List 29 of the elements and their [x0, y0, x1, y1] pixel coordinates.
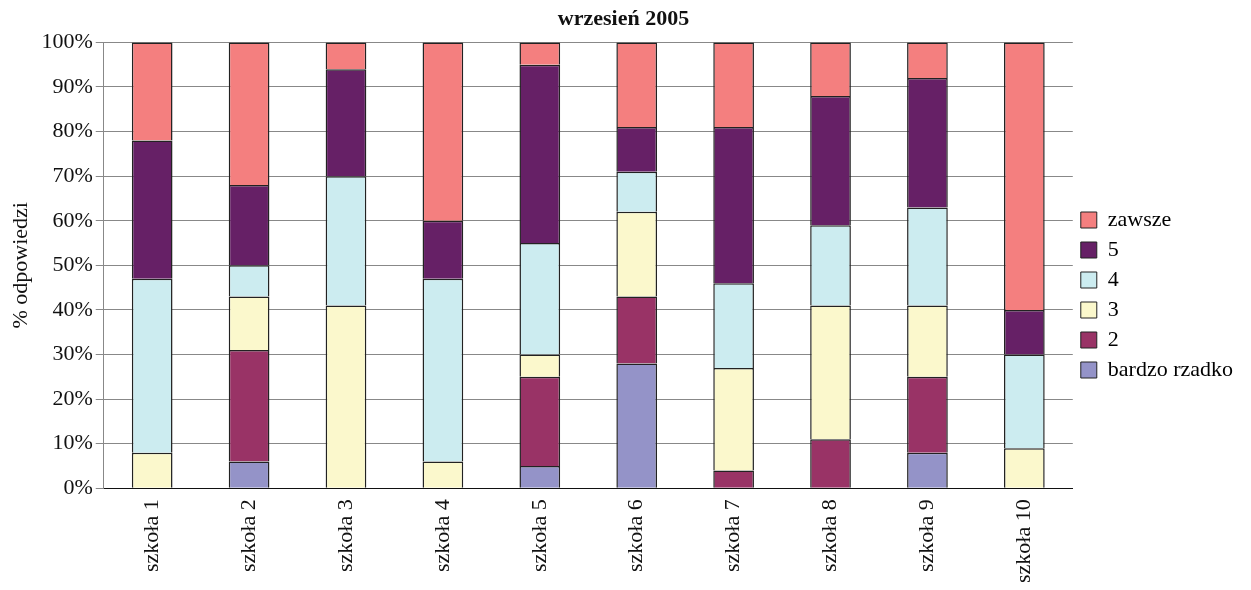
x-tick-label: szkoła 9: [913, 499, 939, 572]
y-tick-label: 90%: [52, 72, 93, 98]
y-tick-label: 60%: [52, 206, 93, 232]
legend-label: 4: [1107, 265, 1119, 291]
y-tick-label: 70%: [52, 161, 93, 187]
y-axis-title: % odpowiedzi: [6, 202, 32, 329]
y-tick-label: 100%: [41, 28, 93, 54]
y-tick-label: 30%: [52, 340, 93, 366]
x-tick-label: szkoła 2: [234, 499, 260, 572]
y-tick-label: 50%: [52, 251, 93, 277]
legend-label: 5: [1107, 235, 1119, 261]
chart-title: wrzesień 2005: [557, 4, 690, 30]
y-tick-label: 10%: [52, 429, 93, 455]
x-tick-label: szkoła 3: [331, 499, 357, 572]
x-tick-label: szkoła 4: [428, 499, 454, 572]
y-tick-label: 40%: [52, 295, 93, 321]
legend-label: 2: [1107, 325, 1119, 351]
legend-label: bardzo rzadko: [1107, 355, 1234, 381]
x-tick-label: szkoła 1: [137, 499, 163, 572]
legend-label: 3: [1107, 295, 1119, 321]
x-tick-label: szkoła 10: [1010, 499, 1036, 583]
x-tick-label: szkoła 7: [719, 499, 745, 572]
y-tick-label: 0%: [63, 474, 93, 500]
x-tick-label: szkoła 5: [525, 499, 551, 572]
x-tick-label: szkoła 8: [816, 499, 842, 572]
y-tick-label: 20%: [52, 384, 93, 410]
y-tick-label: 80%: [52, 117, 93, 143]
legend-label: zawsze: [1107, 205, 1172, 231]
x-tick-label: szkoła 6: [622, 499, 648, 572]
